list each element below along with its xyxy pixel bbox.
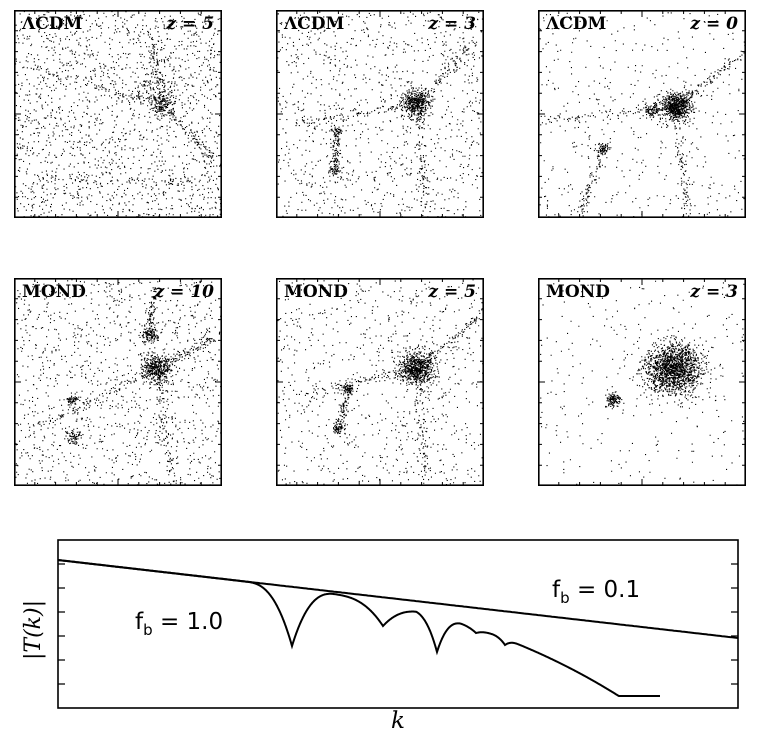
y-ticks <box>58 563 738 685</box>
y-tick-marks <box>58 563 738 685</box>
panel-ticks <box>538 10 746 218</box>
particle-dots <box>15 11 222 218</box>
panel-ticks <box>14 278 222 486</box>
panel-frame <box>14 278 222 486</box>
panel-redshift-label: z = 10 <box>154 282 214 302</box>
panel-frame <box>276 278 484 486</box>
panel-mond-z10: MOND z = 10 <box>14 278 222 486</box>
panel-mond-z3: MOND z = 3 <box>538 278 746 486</box>
series-line-fb-1.0 <box>57 559 660 697</box>
panel-model-label: MOND <box>546 282 610 302</box>
y-axis-label: |T(k)| <box>21 600 46 660</box>
panel-model-label: ΛCDM <box>284 14 345 34</box>
particle-plot-lcdm-z3 <box>276 10 484 218</box>
transfer-function-svg: fb = 1.0 fb = 0.1 |T(k)| k <box>21 539 739 733</box>
particle-plot-mond-z5 <box>276 278 484 486</box>
particle-dots <box>15 279 222 486</box>
plot-frame <box>57 539 739 709</box>
panel-mond-z5: MOND z = 5 <box>276 278 484 486</box>
panel-frame <box>276 10 484 218</box>
particle-plot-lcdm-z0 <box>538 10 746 218</box>
panel-redshift-label: z = 5 <box>428 282 476 302</box>
panel-redshift-label: z = 0 <box>690 14 738 34</box>
panel-ticks <box>14 10 222 218</box>
particle-plot-mond-z3 <box>538 278 746 486</box>
panel-ticks <box>276 10 484 218</box>
panel-ticks <box>538 278 746 486</box>
particle-plot-lcdm-z5 <box>14 10 222 218</box>
panel-ticks <box>276 278 484 486</box>
panel-lcdm-z0: ΛCDM z = 0 <box>538 10 746 218</box>
panel-redshift-label: z = 5 <box>166 14 214 34</box>
particle-dots <box>277 11 484 218</box>
panel-frame <box>538 10 746 218</box>
panel-model-label: MOND <box>22 282 86 302</box>
panel-model-label: ΛCDM <box>546 14 607 34</box>
panel-lcdm-z5: ΛCDM z = 5 <box>14 10 222 218</box>
transfer-function-chart: fb = 1.0 fb = 0.1 |T(k)| k <box>0 530 761 733</box>
particle-dots <box>277 279 484 486</box>
panel-lcdm-z3: ΛCDM z = 3 <box>276 10 484 218</box>
series-label-fb-1.0: fb = 1.0 <box>135 609 223 639</box>
panel-redshift-label: z = 3 <box>690 282 738 302</box>
series-label-fb-0.1: fb = 0.1 <box>552 577 640 607</box>
panel-frame <box>14 10 222 218</box>
particle-plot-mond-z10 <box>14 278 222 486</box>
particle-dots <box>539 12 746 218</box>
x-axis-label: k <box>391 708 405 733</box>
panel-model-label: ΛCDM <box>22 14 83 34</box>
panel-model-label: MOND <box>284 282 348 302</box>
particle-dots <box>540 280 746 486</box>
panel-redshift-label: z = 3 <box>428 14 476 34</box>
panel-frame <box>538 278 746 486</box>
